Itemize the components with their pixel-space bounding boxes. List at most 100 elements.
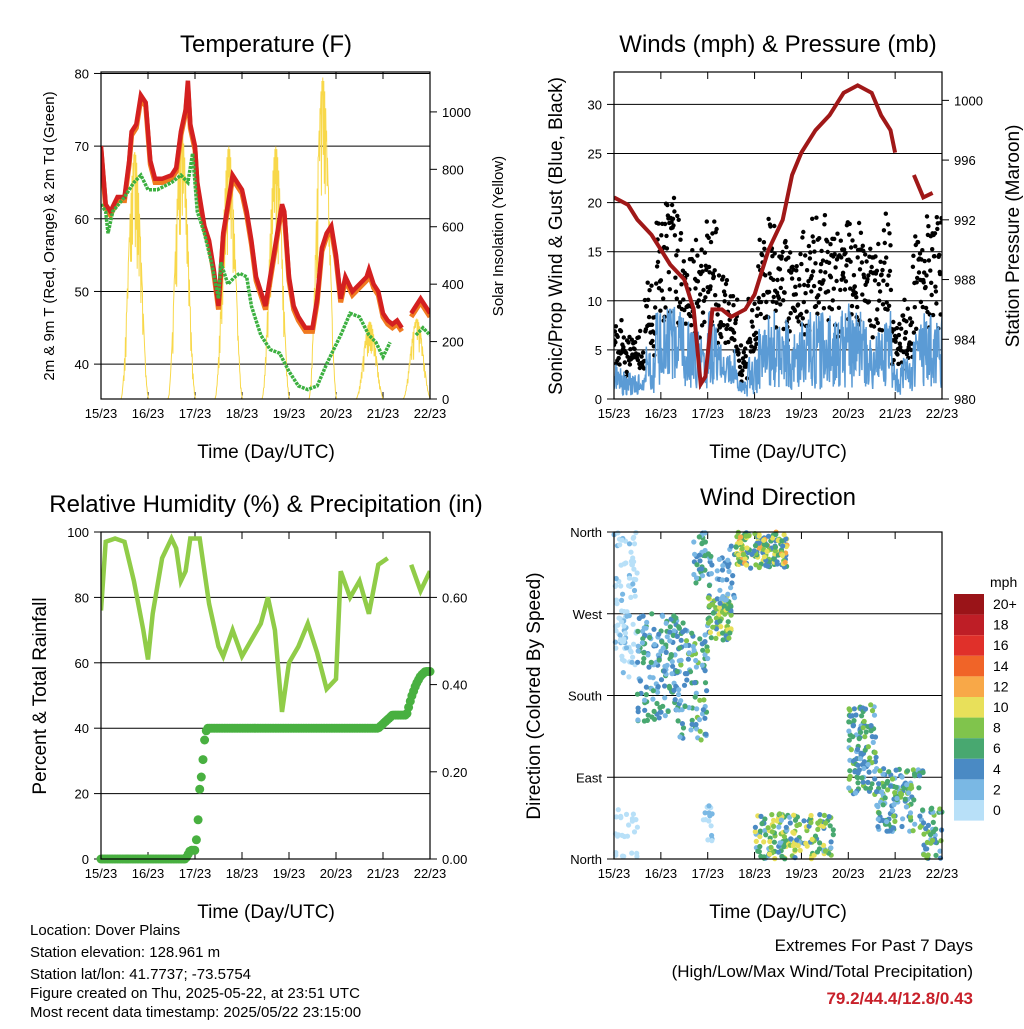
wind-direction-point (739, 546, 746, 552)
wind-direction-point (772, 544, 779, 550)
wind-direction-x-tick-label: 15/23 (598, 866, 631, 881)
gust-point (662, 221, 668, 227)
wind-direction-point (665, 708, 671, 715)
wind-direction-point (891, 813, 897, 819)
wind-direction-point (772, 548, 779, 554)
wind-direction-point (635, 717, 641, 723)
temperature-x-tick-label: 22/23 (414, 406, 447, 421)
wind-direction-point (920, 769, 926, 776)
gust-point (840, 270, 846, 275)
wind-direction-point (725, 606, 731, 612)
wind-direction-point (710, 624, 716, 630)
gust-point (699, 323, 705, 328)
gust-point (884, 255, 889, 260)
wind-direction-point (933, 852, 939, 859)
gust-point (870, 335, 875, 340)
wind-direction-point (898, 790, 904, 796)
wind-direction-point (709, 838, 715, 844)
temperature-x-tick-label: 15/23 (85, 406, 118, 421)
gust-point (701, 298, 707, 303)
wind-direction-point (650, 688, 656, 694)
gust-point (902, 297, 907, 302)
wind-direction-point (619, 537, 625, 543)
gust-point (736, 358, 742, 363)
gust-point (865, 277, 870, 282)
gust-point (669, 202, 675, 208)
wind-direction-point (817, 812, 823, 818)
legend-label: 20+ (993, 596, 1017, 612)
gust-point (804, 309, 809, 314)
wind-direction-point (758, 813, 764, 820)
figure-created: Figure created on Thu, 2025-05-22, at 23… (30, 985, 360, 1002)
wind-direction-point (911, 771, 918, 777)
gust-point (828, 275, 834, 280)
wind-direction-point (874, 802, 880, 809)
gust-point (707, 270, 712, 275)
gust-point (891, 319, 896, 325)
gust-point (788, 270, 794, 275)
wind-direction-point (781, 532, 787, 538)
gust-point (678, 237, 683, 242)
wind-direction-point (686, 650, 692, 656)
gust-point (795, 302, 801, 307)
gust-point (935, 226, 940, 232)
winds-y2-tick-label: 996 (954, 153, 976, 168)
humidity-y2-tick-label: 0.40 (442, 678, 467, 693)
gust-point (782, 290, 787, 295)
gust-point (816, 300, 821, 305)
wind-direction-point (753, 838, 759, 845)
wind-direction-point (709, 832, 715, 839)
gust-point (831, 286, 836, 291)
gust-point (879, 328, 885, 333)
temperature-y-tick-label: 50 (75, 284, 89, 299)
gust-point (774, 290, 780, 295)
gust-point (778, 285, 783, 291)
wind-direction-point (912, 821, 918, 827)
gust-point (868, 246, 873, 251)
sonic-wind-line (614, 303, 942, 397)
wind-direction-point (679, 721, 686, 727)
gust-point (750, 324, 755, 329)
legend-label: 8 (993, 720, 1001, 736)
gust-point (614, 329, 618, 334)
gust-point (788, 250, 793, 255)
wind-direction-point (891, 802, 897, 808)
wind-direction-point (727, 630, 733, 636)
gust-point (875, 320, 880, 326)
wind-direction-point (714, 596, 720, 602)
gust-point (911, 253, 916, 258)
wind-direction-point (722, 611, 728, 617)
wind-direction-point (698, 566, 705, 572)
legend-label: 12 (993, 678, 1009, 694)
wind-direction-point (907, 814, 914, 820)
gust-point (823, 270, 828, 275)
gust-point (735, 347, 740, 352)
gust-point (740, 368, 745, 373)
wind-direction-point (764, 548, 770, 555)
gust-point (888, 287, 894, 293)
wind-direction-point (637, 678, 643, 684)
legend-label: 4 (993, 761, 1001, 777)
gust-point (820, 258, 826, 263)
precip-point (193, 815, 203, 825)
wind-direction-point (826, 814, 832, 820)
gust-point (867, 318, 872, 323)
gust-point (702, 250, 708, 255)
wind-direction-point (623, 811, 630, 818)
wind-direction-point (733, 544, 739, 550)
wind-direction-point (801, 818, 807, 824)
wind-direction-point (646, 664, 652, 670)
gust-point (771, 294, 776, 300)
wind-direction-point (720, 637, 726, 643)
wind-direction-point (621, 658, 627, 664)
gust-point (649, 322, 655, 327)
gust-point (768, 224, 773, 229)
gust-point (866, 273, 871, 278)
gust-point (621, 344, 626, 350)
wind-direction-point (892, 790, 898, 796)
gust-point (850, 238, 855, 243)
wind-direction-point (916, 785, 922, 791)
wind-direction-point (693, 580, 699, 586)
wind-direction-point (718, 624, 724, 630)
legend-label: 0 (993, 802, 1001, 818)
